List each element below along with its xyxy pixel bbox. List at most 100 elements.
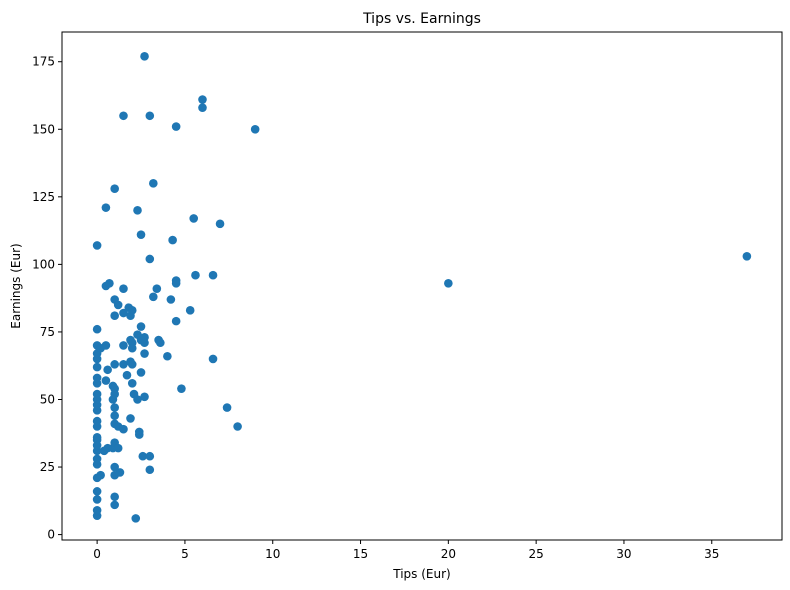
data-point bbox=[96, 470, 105, 480]
data-point bbox=[149, 292, 158, 302]
data-point bbox=[250, 124, 260, 134]
data-point bbox=[119, 424, 128, 434]
y-axis-label: Earnings (Eur) bbox=[9, 243, 23, 328]
x-tick-label: 30 bbox=[616, 547, 631, 561]
data-point bbox=[115, 468, 125, 477]
y-tick-label: 0 bbox=[47, 528, 55, 542]
y-tick-label: 50 bbox=[40, 392, 55, 406]
x-tick-label: 35 bbox=[704, 547, 719, 561]
data-point bbox=[149, 179, 158, 188]
data-point bbox=[171, 122, 181, 131]
data-point bbox=[134, 430, 144, 439]
data-point bbox=[198, 103, 207, 112]
data-point bbox=[140, 338, 149, 348]
data-point bbox=[145, 465, 155, 475]
data-point bbox=[110, 311, 119, 321]
data-point bbox=[101, 376, 111, 385]
data-point bbox=[145, 111, 155, 121]
data-point bbox=[92, 362, 102, 372]
data-point bbox=[127, 360, 137, 369]
data-point bbox=[110, 184, 119, 194]
data-point bbox=[215, 219, 225, 229]
data-point bbox=[92, 373, 102, 383]
y-tick-label: 150 bbox=[32, 122, 55, 136]
data-point bbox=[191, 270, 200, 280]
data-point bbox=[110, 462, 119, 472]
data-point bbox=[152, 284, 162, 294]
data-point bbox=[140, 52, 149, 61]
data-point bbox=[101, 341, 111, 350]
data-point bbox=[92, 389, 102, 399]
data-point bbox=[92, 454, 102, 464]
data-point bbox=[136, 230, 146, 239]
data-point bbox=[127, 343, 137, 353]
data-point bbox=[92, 495, 102, 504]
data-point bbox=[198, 95, 207, 104]
data-point bbox=[92, 487, 102, 496]
data-point bbox=[122, 370, 132, 380]
data-point bbox=[126, 414, 135, 423]
data-point bbox=[140, 349, 149, 358]
data-point bbox=[119, 284, 128, 294]
data-point bbox=[189, 214, 199, 223]
data-point bbox=[110, 500, 119, 510]
data-points bbox=[92, 52, 752, 523]
y-axis: 0 25 50 75 100 125 150 175 bbox=[32, 55, 62, 542]
data-point bbox=[127, 378, 137, 388]
data-point bbox=[105, 278, 114, 288]
x-tick-label: 10 bbox=[265, 547, 280, 561]
data-point bbox=[110, 360, 119, 369]
data-point bbox=[110, 403, 119, 412]
x-tick-label: 25 bbox=[529, 547, 544, 561]
data-point bbox=[110, 389, 119, 399]
x-tick-label: 5 bbox=[181, 547, 189, 561]
data-point bbox=[171, 316, 181, 326]
data-point bbox=[110, 492, 119, 502]
data-point bbox=[208, 270, 218, 280]
data-point bbox=[119, 360, 128, 369]
chart-title: Tips vs. Earnings bbox=[362, 11, 481, 27]
y-tick-label: 100 bbox=[32, 257, 55, 271]
plot-area-frame bbox=[61, 31, 783, 541]
data-point bbox=[156, 338, 165, 348]
data-point bbox=[133, 395, 142, 404]
data-point bbox=[136, 322, 146, 331]
y-tick-label: 75 bbox=[40, 325, 55, 339]
data-point bbox=[444, 278, 453, 288]
data-point bbox=[119, 308, 128, 318]
x-tick-label: 0 bbox=[93, 547, 101, 561]
x-tick-label: 15 bbox=[353, 547, 368, 561]
data-point bbox=[131, 514, 141, 523]
data-point bbox=[140, 392, 149, 402]
x-axis-label: Tips (Eur) bbox=[392, 567, 450, 581]
data-point bbox=[119, 341, 128, 350]
data-point bbox=[177, 384, 186, 393]
data-point bbox=[127, 306, 137, 315]
data-point bbox=[92, 505, 102, 515]
data-point bbox=[742, 251, 752, 261]
data-point bbox=[138, 451, 148, 461]
data-point bbox=[233, 422, 242, 431]
data-point bbox=[222, 403, 232, 412]
data-point bbox=[119, 111, 128, 121]
data-point bbox=[92, 241, 102, 250]
data-point bbox=[101, 203, 111, 212]
data-point bbox=[133, 206, 142, 215]
data-point bbox=[136, 368, 146, 377]
x-tick-label: 20 bbox=[441, 547, 456, 561]
x-axis: 0 5 10 15 20 25 30 35 bbox=[93, 540, 719, 561]
y-tick-label: 125 bbox=[32, 190, 55, 204]
data-point bbox=[166, 295, 176, 304]
data-point bbox=[145, 254, 155, 264]
y-tick-label: 25 bbox=[40, 460, 55, 474]
data-point bbox=[113, 300, 123, 310]
data-point bbox=[103, 365, 112, 375]
data-point bbox=[92, 433, 102, 442]
data-point bbox=[163, 351, 172, 361]
data-point bbox=[113, 443, 123, 453]
y-tick-label: 175 bbox=[32, 55, 55, 69]
data-point bbox=[168, 235, 177, 245]
data-point bbox=[208, 354, 218, 364]
